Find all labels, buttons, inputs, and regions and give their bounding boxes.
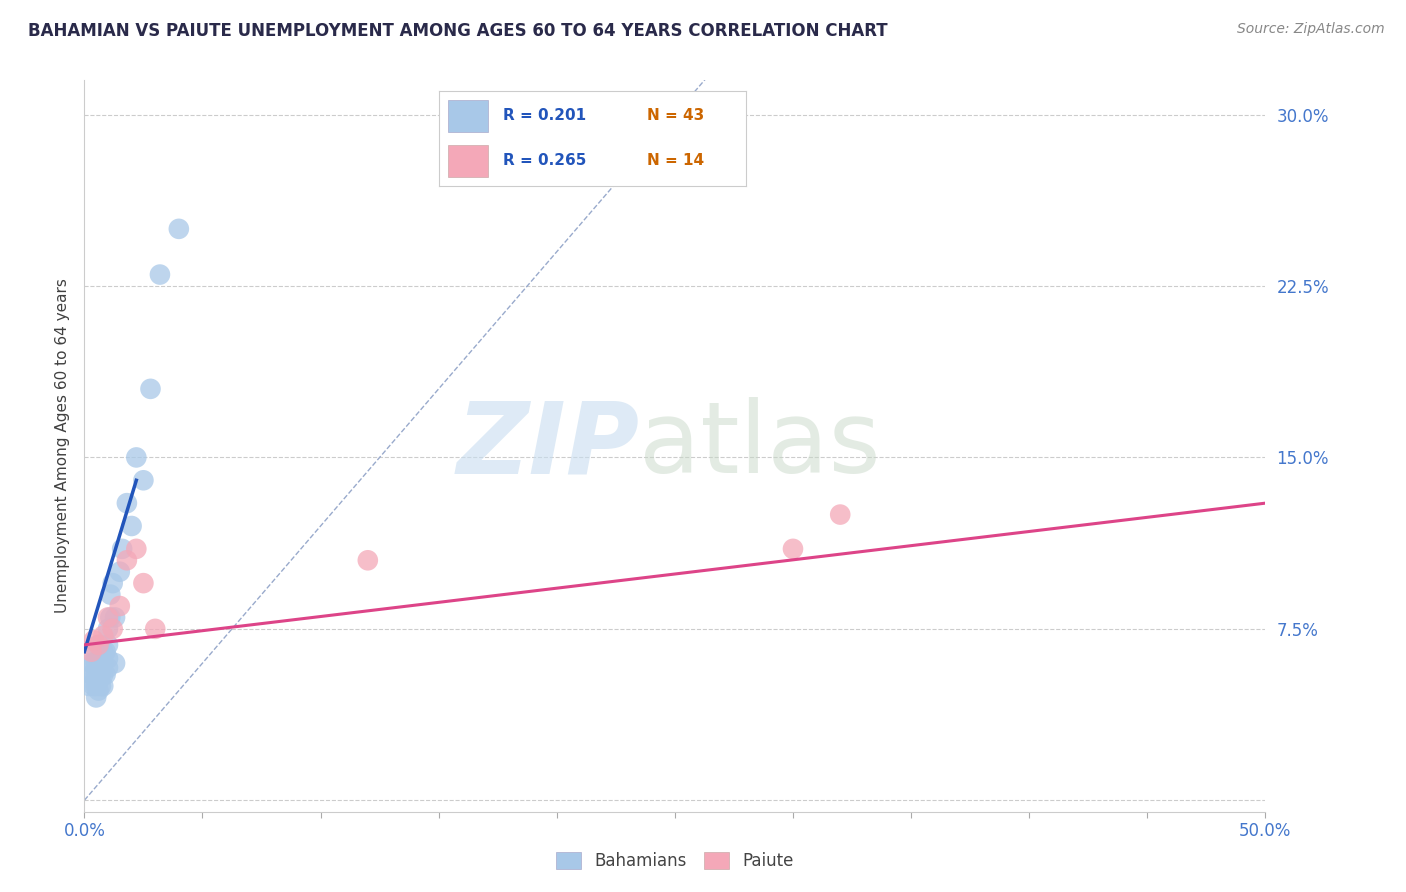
Point (125, 450, 148, 465)
Point (108, 565, 131, 579)
Point (87, 674, 110, 689)
Point (98, 610, 121, 624)
Point (111, 541, 134, 556)
Point (87, 651, 110, 665)
Point (77, 679, 100, 693)
Point (90, 679, 112, 693)
Point (125, 541, 148, 556)
Point (83, 667, 105, 681)
Point (97, 638, 120, 652)
Point (94, 667, 117, 681)
Point (87, 663, 110, 677)
Point (91, 629, 114, 643)
Point (97, 610, 120, 624)
Point (94, 645, 117, 659)
Point (108, 599, 131, 613)
Point (87, 638, 110, 652)
Point (101, 622, 124, 636)
Point (104, 610, 127, 624)
Point (132, 576, 155, 591)
Point (97, 661, 120, 675)
Point (782, 541, 804, 556)
Point (121, 519, 143, 533)
Point (830, 508, 852, 522)
Point (149, 268, 172, 282)
Point (80, 667, 103, 681)
Y-axis label: Unemployment Among Ages 60 to 64 years: Unemployment Among Ages 60 to 64 years (55, 278, 70, 614)
Text: BAHAMIAN VS PAIUTE UNEMPLOYMENT AMONG AGES 60 TO 64 YEARS CORRELATION CHART: BAHAMIAN VS PAIUTE UNEMPLOYMENT AMONG AG… (28, 22, 887, 40)
Point (91, 679, 114, 693)
Point (84, 656, 107, 670)
Legend: Bahamians, Paiute: Bahamians, Paiute (550, 845, 800, 877)
Point (84, 645, 107, 659)
Text: atlas: atlas (640, 398, 882, 494)
Point (115, 553, 138, 567)
Point (97, 622, 120, 636)
Point (167, 222, 190, 236)
Point (104, 656, 127, 670)
Point (83, 679, 105, 693)
Text: Source: ZipAtlas.com: Source: ZipAtlas.com (1237, 22, 1385, 37)
Point (115, 496, 138, 510)
Point (84, 667, 107, 681)
Point (83, 633, 105, 648)
Point (97, 651, 120, 665)
Point (101, 576, 124, 591)
Point (139, 382, 162, 396)
Point (90, 656, 112, 670)
Text: ZIP: ZIP (457, 398, 640, 494)
Point (87, 638, 110, 652)
Point (87, 683, 110, 698)
Point (132, 473, 155, 487)
Point (80, 656, 103, 670)
Point (83, 656, 105, 670)
Point (91, 667, 114, 681)
Point (90, 667, 112, 681)
Point (357, 553, 380, 567)
Point (91, 645, 114, 659)
Point (84, 690, 107, 705)
Point (80, 645, 103, 659)
Point (143, 622, 166, 636)
Point (84, 679, 107, 693)
Point (91, 656, 114, 670)
Point (98, 588, 121, 602)
